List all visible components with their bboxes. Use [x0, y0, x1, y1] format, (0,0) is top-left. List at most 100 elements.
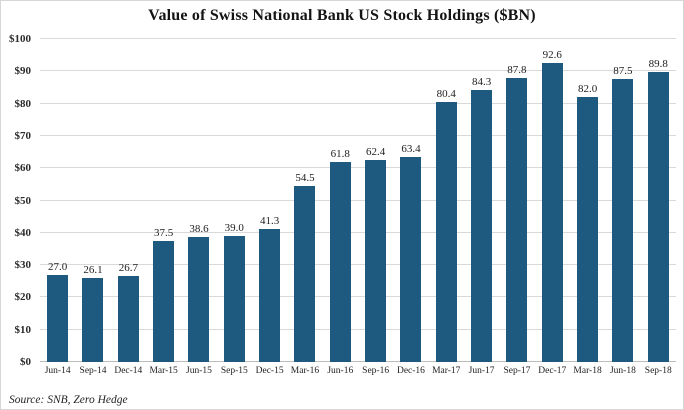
bar — [365, 160, 387, 362]
y-tick-label: $60 — [14, 162, 32, 175]
x-tick-label: Jun-15 — [186, 366, 212, 376]
x-tick-label: Mar-16 — [290, 366, 320, 376]
bar-value-label: 63.4 — [401, 143, 421, 156]
x-tick-label: Jun-18 — [609, 366, 636, 376]
bar — [153, 240, 175, 362]
bar-group: 54.5 — [287, 39, 322, 362]
x-tick-label: Dec-15 — [255, 366, 284, 376]
gridline — [40, 134, 676, 136]
bar-value-label: 26.7 — [118, 261, 138, 274]
bar — [471, 89, 493, 362]
x-tick-label: Mar-15 — [149, 366, 178, 376]
x-axis-baseline — [40, 361, 676, 362]
gridline — [40, 296, 676, 298]
gridline — [40, 199, 676, 201]
bar-group: 87.8 — [499, 39, 534, 362]
bar — [577, 97, 599, 362]
x-tick-label: Dec-14 — [114, 366, 143, 376]
bar — [647, 71, 669, 362]
bar-group: 82.0 — [570, 39, 605, 362]
bar-value-label: 82.0 — [577, 83, 598, 96]
bar — [435, 102, 457, 362]
bar — [506, 78, 528, 362]
bar-group: 37.5 — [146, 39, 181, 362]
bar-value-label: 38.6 — [189, 223, 209, 236]
bar-value-label: 80.4 — [436, 88, 456, 101]
bar-value-label: 61.8 — [330, 148, 350, 161]
gridline — [40, 328, 676, 330]
bar-group: 26.7 — [111, 39, 146, 362]
bar-group: 87.5 — [605, 39, 640, 362]
bar-value-label: 87.8 — [507, 64, 527, 77]
bar — [259, 228, 281, 362]
bar-value-label: 87.5 — [613, 65, 633, 78]
y-tick-label: $10 — [14, 323, 32, 336]
bar-group: 61.8 — [323, 39, 358, 362]
y-tick-label: $50 — [14, 194, 32, 207]
bar-value-label: 92.6 — [542, 48, 562, 61]
x-tick-label: Dec-17 — [538, 366, 567, 376]
x-tick-label: Sep-14 — [79, 366, 107, 376]
y-tick-label: $100 — [9, 33, 31, 45]
source-note: Source: SNB, Zero Hedge — [9, 394, 128, 406]
bar-value-label: 39.0 — [224, 222, 244, 235]
x-tick-label: Sep-15 — [220, 366, 248, 376]
y-tick-label: $90 — [14, 65, 32, 78]
gridline — [40, 102, 676, 104]
bar-group: 80.4 — [429, 39, 464, 362]
x-tick-label: Jun-17 — [468, 366, 495, 376]
bar — [612, 79, 634, 362]
y-tick-label: $30 — [14, 259, 32, 272]
bar-group: 63.4 — [393, 39, 428, 362]
bar-group: 38.6 — [181, 39, 216, 362]
bar-series: 27.0 26.1 26.7 37.5 38.6 39.0 41.3 54.5 61.8 62.4… — [40, 39, 676, 362]
x-tick-label: Sep-18 — [644, 366, 672, 376]
bar-value-label: 37.5 — [154, 226, 174, 239]
x-tick-label: Dec-16 — [396, 366, 425, 376]
y-axis: $0 $10 $20 $30 $40 $50 $60 $70 $80 $90 $100 — [1, 33, 34, 368]
bar — [223, 236, 245, 362]
bar-value-label: 62.4 — [365, 146, 386, 159]
bar-value-label: 26.1 — [83, 263, 103, 276]
bar-value-label: 89.8 — [648, 57, 668, 70]
bar — [117, 275, 139, 362]
x-tick-label: Mar-17 — [432, 366, 461, 376]
bar — [294, 185, 316, 362]
bar-value-label: 54.5 — [295, 171, 315, 184]
bar-value-label: 41.3 — [260, 214, 280, 227]
bar — [82, 277, 104, 362]
bar-value-label: 27.0 — [48, 260, 68, 273]
y-tick-label: $20 — [14, 291, 32, 304]
gridline — [40, 167, 676, 169]
bar-group: 89.8 — [641, 39, 676, 362]
gridline — [40, 38, 676, 39]
x-tick-label: Sep-16 — [362, 366, 390, 376]
bar-group: 62.4 — [358, 39, 393, 362]
bar-group: 27.0 — [40, 39, 75, 362]
bar-value-label: 84.3 — [471, 75, 492, 88]
x-tick-label: Mar-18 — [573, 366, 602, 376]
y-tick-label: $80 — [14, 97, 32, 110]
chart-title: Value of Swiss National Bank US Stock Ho… — [148, 7, 536, 24]
bar-group: 41.3 — [252, 39, 287, 362]
bar — [188, 237, 210, 362]
bar-group: 84.3 — [464, 39, 499, 362]
gridline — [40, 70, 676, 72]
plot-area: 27.0 26.1 26.7 37.5 38.6 39.0 41.3 54.5 61.8 62.4… — [40, 38, 676, 362]
x-tick-label: Jun-14 — [44, 366, 71, 376]
x-tick-label: Jun-16 — [327, 366, 354, 376]
bar-group: 92.6 — [535, 39, 570, 362]
y-tick-label: $40 — [14, 226, 32, 239]
y-tick-label: $70 — [14, 129, 32, 142]
gridline — [40, 264, 676, 266]
bar — [47, 274, 69, 362]
gridline — [40, 231, 676, 233]
bar-group: 26.1 — [75, 39, 110, 362]
bar — [541, 62, 563, 362]
y-tick-label: $0 — [20, 356, 31, 368]
bar — [400, 157, 422, 362]
bar — [329, 162, 351, 362]
x-axis: Jun-14 Sep-14 Dec-14 Mar-15 Jun-15 Sep-15 Dec-… — [40, 365, 676, 380]
bar-group: 39.0 — [217, 39, 252, 362]
